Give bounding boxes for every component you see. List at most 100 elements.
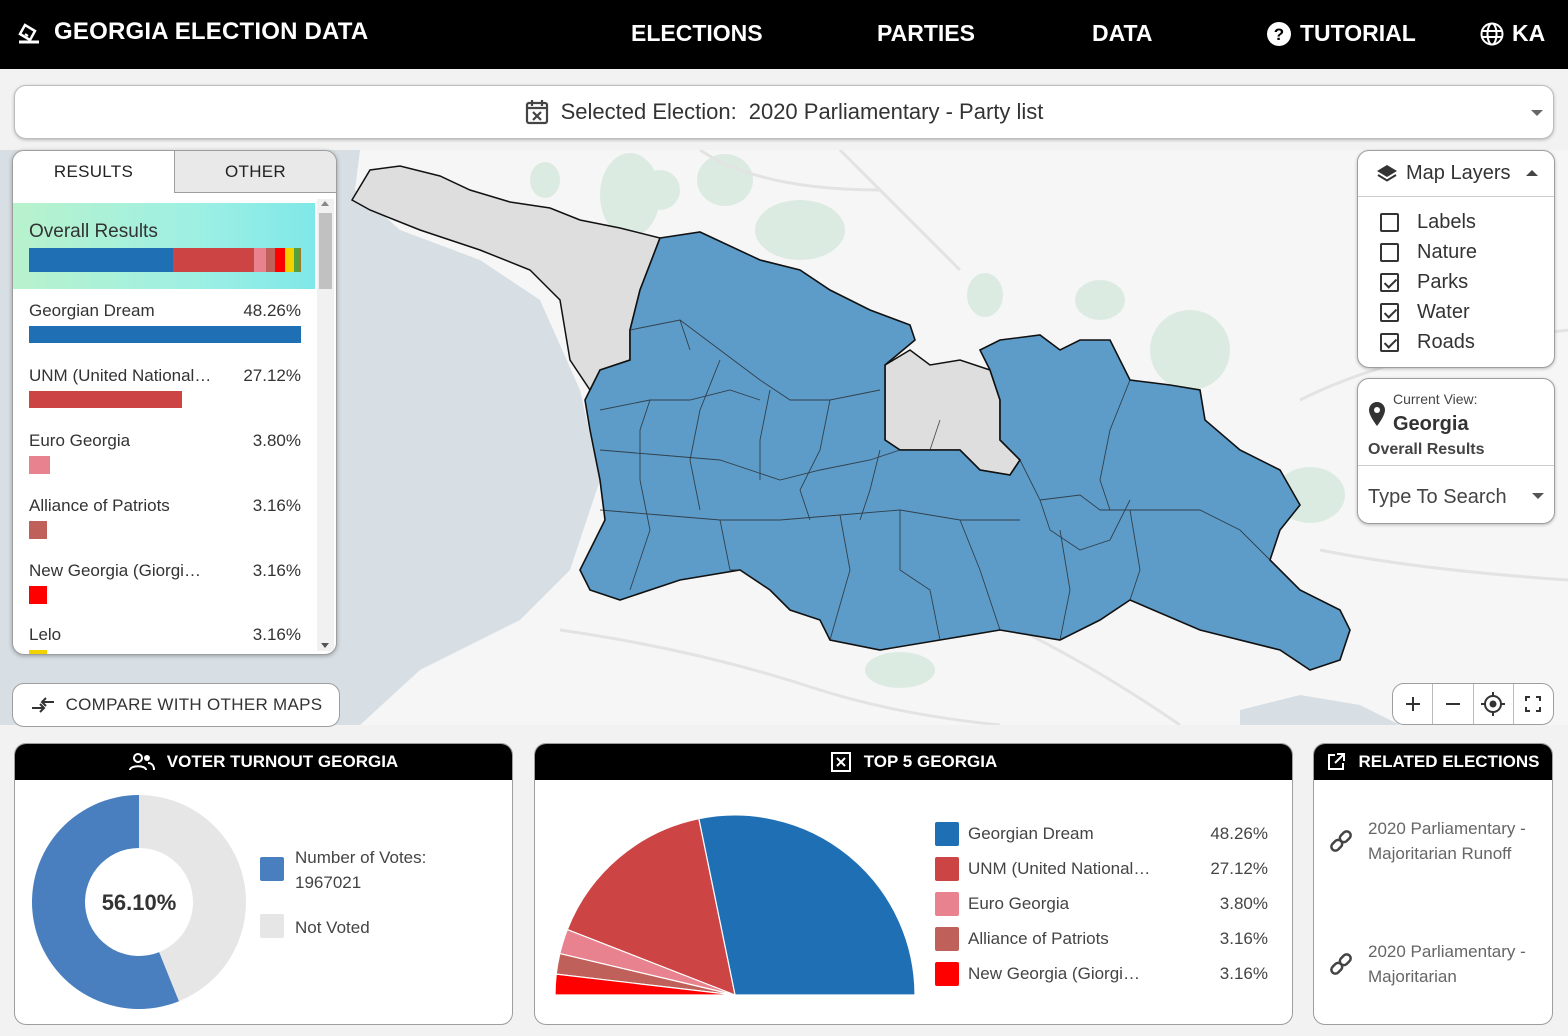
party-share-bar	[29, 456, 51, 474]
pie-slice[interactable]	[554, 973, 736, 996]
layer-option-labels[interactable]: Labels	[1380, 211, 1476, 234]
nav-data[interactable]: DATA	[1092, 20, 1153, 46]
layer-label: Roads	[1417, 331, 1475, 353]
related-election-text: 2020 Parliamentary - Majoritarian	[1368, 942, 1526, 986]
link-icon	[1330, 830, 1352, 852]
top5-card: TOP 5 GEORGIA Georgian Dream 48.26% UNM (U…	[534, 743, 1293, 1025]
pie-slice[interactable]	[566, 817, 736, 996]
legend-percent: 3.16%	[1219, 964, 1268, 983]
map-layers-toggle[interactable]: Map Layers	[1358, 151, 1554, 197]
language-switch[interactable]: KA	[1480, 20, 1545, 47]
layers-icon	[1377, 164, 1397, 182]
layer-option-water[interactable]: Water	[1380, 301, 1470, 324]
election-value: 2020 Parliamentary - Party list	[748, 99, 1044, 124]
results-panel: RESULTS OTHER Overall Results Georgian D…	[12, 150, 337, 655]
legend-label: Euro Georgia	[968, 894, 1070, 913]
votes-value: 1967021	[295, 873, 362, 892]
related-election-text: 2020 Parliamentary - Majoritarian Runoff	[1368, 819, 1526, 863]
party-share-bar	[29, 521, 47, 539]
overall-bar-segment	[298, 248, 301, 272]
scroll-up-icon[interactable]	[321, 201, 329, 206]
layer-option-roads[interactable]: Roads	[1380, 331, 1475, 354]
legend-percent: 3.80%	[1219, 894, 1268, 913]
location-search-input[interactable]: Type To Search	[1368, 486, 1507, 508]
overall-bar-segment	[173, 248, 255, 272]
party-result-item[interactable]: UNM (United National… 27.12%	[29, 366, 301, 416]
checkbox-checked-icon[interactable]	[1380, 303, 1399, 322]
party-result-item[interactable]: New Georgia (Giorgi… 3.16%	[29, 561, 301, 611]
globe-icon	[1480, 22, 1504, 45]
party-percent: 3.16%	[252, 625, 301, 644]
party-name: UNM (United National…	[29, 366, 212, 385]
donut-slice-not-voted[interactable]	[139, 795, 247, 1002]
scrollbar-thumb[interactable]	[319, 213, 332, 289]
party-result-item[interactable]: Euro Georgia 3.80%	[29, 431, 301, 481]
related-election-link[interactable]: 2020 Parliamentary - Majoritarian	[1328, 939, 1548, 989]
crosshair-icon	[1481, 692, 1506, 716]
donut-slice-voted[interactable]	[32, 795, 180, 1009]
related-elections-card: RELATED ELECTIONS 2020 Parliamentary - M…	[1313, 743, 1553, 1025]
pie-slice[interactable]	[698, 814, 916, 996]
party-share-bar	[29, 326, 301, 343]
svg-text:?: ?	[1274, 25, 1284, 44]
minus-icon	[1445, 703, 1460, 705]
map-controls	[1392, 683, 1554, 725]
legend-swatch	[935, 892, 959, 916]
checkbox-empty-icon[interactable]	[1380, 213, 1399, 232]
overall-results-title: Overall Results	[29, 221, 158, 242]
compare-maps-button[interactable]: COMPARE WITH OTHER MAPS	[12, 683, 340, 727]
party-name: Georgian Dream	[29, 301, 155, 320]
locate-button[interactable]	[1474, 684, 1514, 724]
brand-title: GEORGIA ELECTION DATA	[54, 18, 369, 45]
zoom-in-button[interactable]	[1393, 684, 1434, 724]
votes-label: Number of Votes:	[295, 848, 427, 867]
turnout-donut-chart: 56.10%	[32, 795, 247, 1009]
fullscreen-icon	[1525, 696, 1542, 712]
party-share-bar	[29, 650, 47, 654]
legend-label: Alliance of Patriots	[968, 929, 1109, 948]
chevron-down-icon	[1531, 110, 1543, 116]
top5-title: TOP 5 GEORGIA	[863, 752, 998, 771]
checkbox-checked-icon[interactable]	[1380, 273, 1399, 292]
layer-label: Nature	[1417, 241, 1478, 263]
party-result-item[interactable]: Georgian Dream 48.26%	[29, 301, 301, 351]
scroll-down-icon[interactable]	[321, 643, 329, 648]
layer-label: Water	[1417, 301, 1470, 323]
chevron-down-icon[interactable]	[1532, 493, 1544, 499]
party-name: Alliance of Patriots	[29, 496, 170, 515]
zoom-out-button[interactable]	[1433, 684, 1474, 724]
nav-parties[interactable]: PARTIES	[877, 20, 975, 46]
help-icon: ?	[1267, 21, 1291, 46]
tab-other[interactable]: OTHER	[175, 151, 336, 193]
party-share-bar	[29, 391, 182, 408]
layer-label: Labels	[1417, 211, 1476, 233]
checkbox-empty-icon[interactable]	[1380, 243, 1399, 262]
party-percent: 3.16%	[252, 561, 301, 580]
results-scrollbar[interactable]	[317, 199, 334, 651]
related-elections-header: RELATED ELECTIONS	[1314, 744, 1552, 780]
party-percent: 3.80%	[252, 431, 301, 450]
party-result-item[interactable]: Lelo 3.16%	[29, 625, 301, 654]
top-navbar: GEORGIA ELECTION DATA ELECTIONS PARTIES …	[0, 0, 1568, 69]
legend-swatch-not-voted	[260, 914, 284, 938]
brand-link[interactable]: GEORGIA ELECTION DATA	[16, 18, 368, 46]
nav-tutorial[interactable]: ? TUTORIAL	[1266, 20, 1416, 47]
overall-results-item[interactable]: Overall Results	[13, 203, 315, 289]
nav-elections[interactable]: ELECTIONS	[631, 20, 763, 46]
checkbox-checked-icon[interactable]	[1380, 333, 1399, 352]
calendar-icon	[525, 100, 548, 125]
layer-option-nature[interactable]: Nature	[1380, 241, 1477, 264]
legend-percent: 48.26%	[1210, 824, 1268, 843]
party-share-bar	[29, 586, 47, 604]
voter-turnout-header: VOTER TURNOUT GEORGIA	[15, 744, 512, 780]
layer-option-parks[interactable]: Parks	[1380, 271, 1468, 294]
election-selector[interactable]: Selected Election: 2020 Parliamentary - …	[14, 85, 1554, 139]
party-result-item[interactable]: Alliance of Patriots 3.16%	[29, 496, 301, 546]
overall-bar-segment	[29, 248, 174, 272]
tab-results[interactable]: RESULTS	[13, 151, 175, 193]
overall-bar-segment	[254, 248, 266, 272]
legend-label: UNM (United National…	[968, 859, 1151, 878]
related-election-link[interactable]: 2020 Parliamentary - Majoritarian Runoff	[1328, 816, 1548, 866]
fullscreen-button[interactable]	[1514, 684, 1553, 724]
party-percent: 27.12%	[243, 366, 301, 385]
